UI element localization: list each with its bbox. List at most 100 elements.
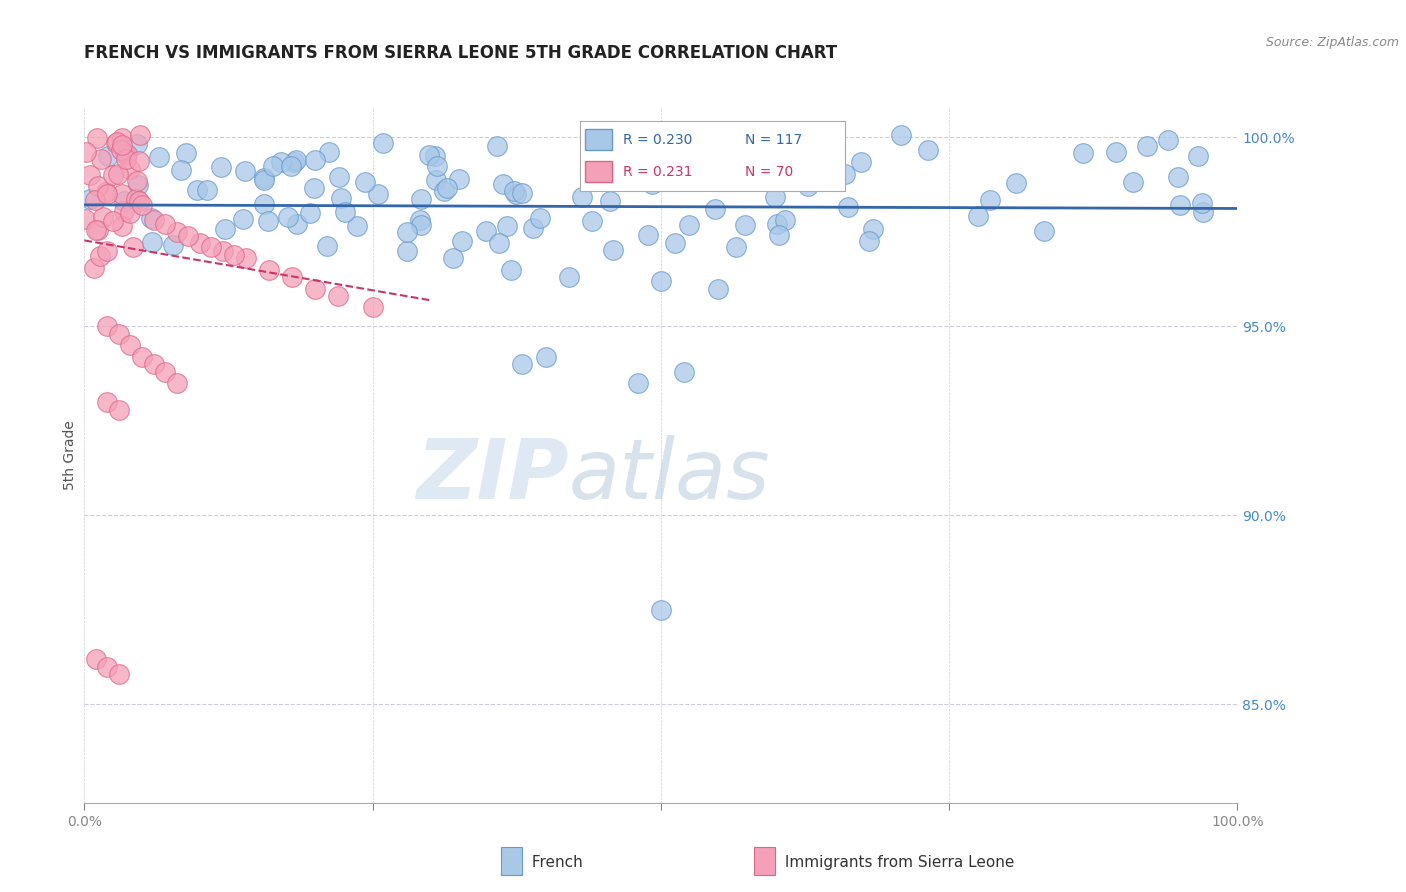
Point: [281, 270, 304, 285]
Point: [283, 155, 305, 169]
Point: [599, 194, 621, 209]
Point: [122, 239, 145, 253]
Point: [129, 128, 152, 142]
Point: [644, 162, 666, 177]
Point: [111, 131, 134, 145]
Point: [1105, 145, 1128, 160]
Point: [83, 260, 105, 275]
Point: [451, 234, 474, 248]
Point: [1005, 176, 1028, 190]
Point: [666, 162, 689, 177]
Point: [505, 186, 527, 201]
Point: [411, 218, 433, 232]
Point: [128, 153, 150, 168]
Point: [170, 163, 193, 178]
Point: [153, 217, 176, 231]
Point: [112, 204, 135, 219]
Point: [773, 213, 796, 227]
Text: Immigrants from Sierra Leone: Immigrants from Sierra Leone: [780, 855, 1015, 870]
Point: [672, 365, 695, 379]
Point: [335, 204, 357, 219]
Point: [166, 376, 188, 390]
Point: [503, 184, 526, 198]
Point: [849, 155, 872, 169]
Point: [103, 168, 125, 182]
Text: FRENCH VS IMMIGRANTS FROM SIERRA LEONE 5TH GRADE CORRELATION CHART: FRENCH VS IMMIGRANTS FROM SIERRA LEONE 5…: [84, 45, 838, 62]
Point: [449, 171, 471, 186]
Point: [200, 240, 222, 254]
Point: [302, 181, 325, 195]
Point: [304, 153, 326, 167]
Point: [485, 139, 508, 153]
Point: [724, 240, 747, 254]
Point: [162, 238, 184, 252]
Point: [177, 228, 200, 243]
Point: [211, 244, 233, 258]
Text: ZIP: ZIP: [416, 435, 568, 516]
Point: [436, 181, 458, 195]
Point: [534, 350, 557, 364]
Point: [979, 193, 1001, 207]
Point: [84, 652, 107, 666]
Point: [433, 185, 456, 199]
Point: [426, 159, 449, 173]
Point: [917, 144, 939, 158]
Point: [142, 213, 165, 227]
Point: [262, 159, 284, 173]
Point: [176, 145, 198, 160]
Point: [512, 186, 534, 201]
Point: [188, 236, 211, 251]
Point: [117, 146, 139, 161]
Point: [186, 183, 208, 197]
Point: [125, 192, 148, 206]
Point: [354, 175, 377, 189]
Point: [235, 252, 257, 266]
Point: [671, 159, 693, 173]
Point: [270, 154, 292, 169]
Point: [409, 213, 432, 227]
Point: [79, 168, 101, 182]
Point: [257, 262, 280, 277]
Point: [346, 219, 368, 233]
Point: [96, 244, 118, 258]
Point: [131, 350, 153, 364]
Point: [703, 202, 725, 217]
Point: [650, 603, 672, 617]
Point: [120, 338, 142, 352]
Point: [361, 301, 384, 315]
Point: [104, 136, 127, 151]
Point: [277, 210, 299, 224]
Point: [1122, 175, 1144, 189]
Point: [678, 218, 700, 232]
Point: [127, 174, 149, 188]
Point: [115, 153, 138, 167]
Point: [1033, 224, 1056, 238]
Point: [299, 206, 322, 220]
Point: [326, 289, 349, 303]
Point: [756, 137, 779, 152]
Point: [128, 194, 150, 209]
Point: [108, 667, 131, 681]
Point: [858, 234, 880, 248]
Point: [1167, 169, 1189, 184]
Point: [423, 149, 446, 163]
Point: [224, 247, 246, 261]
Point: [304, 281, 326, 295]
Point: [581, 214, 603, 228]
Point: [120, 206, 142, 220]
Point: [112, 194, 135, 208]
Point: [441, 252, 464, 266]
Point: [257, 214, 280, 228]
Point: [131, 198, 153, 212]
Point: [367, 186, 389, 201]
Point: [73, 212, 96, 227]
Point: [890, 128, 912, 142]
Point: [96, 319, 118, 334]
Point: [166, 225, 188, 239]
Point: [96, 659, 118, 673]
Point: [330, 190, 353, 204]
Point: [97, 149, 120, 163]
Point: [284, 153, 307, 168]
Text: Source: ZipAtlas.com: Source: ZipAtlas.com: [1265, 36, 1399, 49]
Point: [107, 167, 129, 181]
